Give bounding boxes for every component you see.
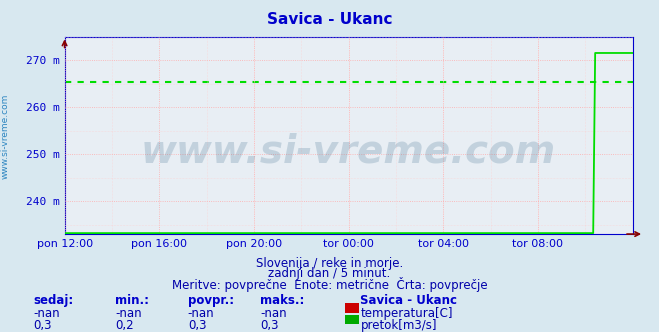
Text: Savica - Ukanc: Savica - Ukanc bbox=[360, 294, 457, 307]
Text: maks.:: maks.: bbox=[260, 294, 304, 307]
Text: Savica - Ukanc: Savica - Ukanc bbox=[267, 12, 392, 27]
Text: povpr.:: povpr.: bbox=[188, 294, 234, 307]
Text: min.:: min.: bbox=[115, 294, 150, 307]
Text: 0,3: 0,3 bbox=[33, 319, 51, 332]
Text: 0,3: 0,3 bbox=[260, 319, 279, 332]
Text: temperatura[C]: temperatura[C] bbox=[360, 307, 453, 320]
Text: sedaj:: sedaj: bbox=[33, 294, 73, 307]
Text: pretok[m3/s]: pretok[m3/s] bbox=[360, 319, 437, 332]
Text: zadnji dan / 5 minut.: zadnji dan / 5 minut. bbox=[268, 267, 391, 280]
Text: -nan: -nan bbox=[260, 307, 287, 320]
Text: Meritve: povprečne  Enote: metrične  Črta: povprečje: Meritve: povprečne Enote: metrične Črta:… bbox=[172, 277, 487, 292]
Text: www.si-vreme.com: www.si-vreme.com bbox=[141, 132, 556, 170]
Text: Slovenija / reke in morje.: Slovenija / reke in morje. bbox=[256, 257, 403, 270]
Text: 0,3: 0,3 bbox=[188, 319, 206, 332]
Text: -nan: -nan bbox=[115, 307, 142, 320]
Text: www.si-vreme.com: www.si-vreme.com bbox=[1, 93, 10, 179]
Text: -nan: -nan bbox=[33, 307, 59, 320]
Text: 0,2: 0,2 bbox=[115, 319, 134, 332]
Text: -nan: -nan bbox=[188, 307, 214, 320]
